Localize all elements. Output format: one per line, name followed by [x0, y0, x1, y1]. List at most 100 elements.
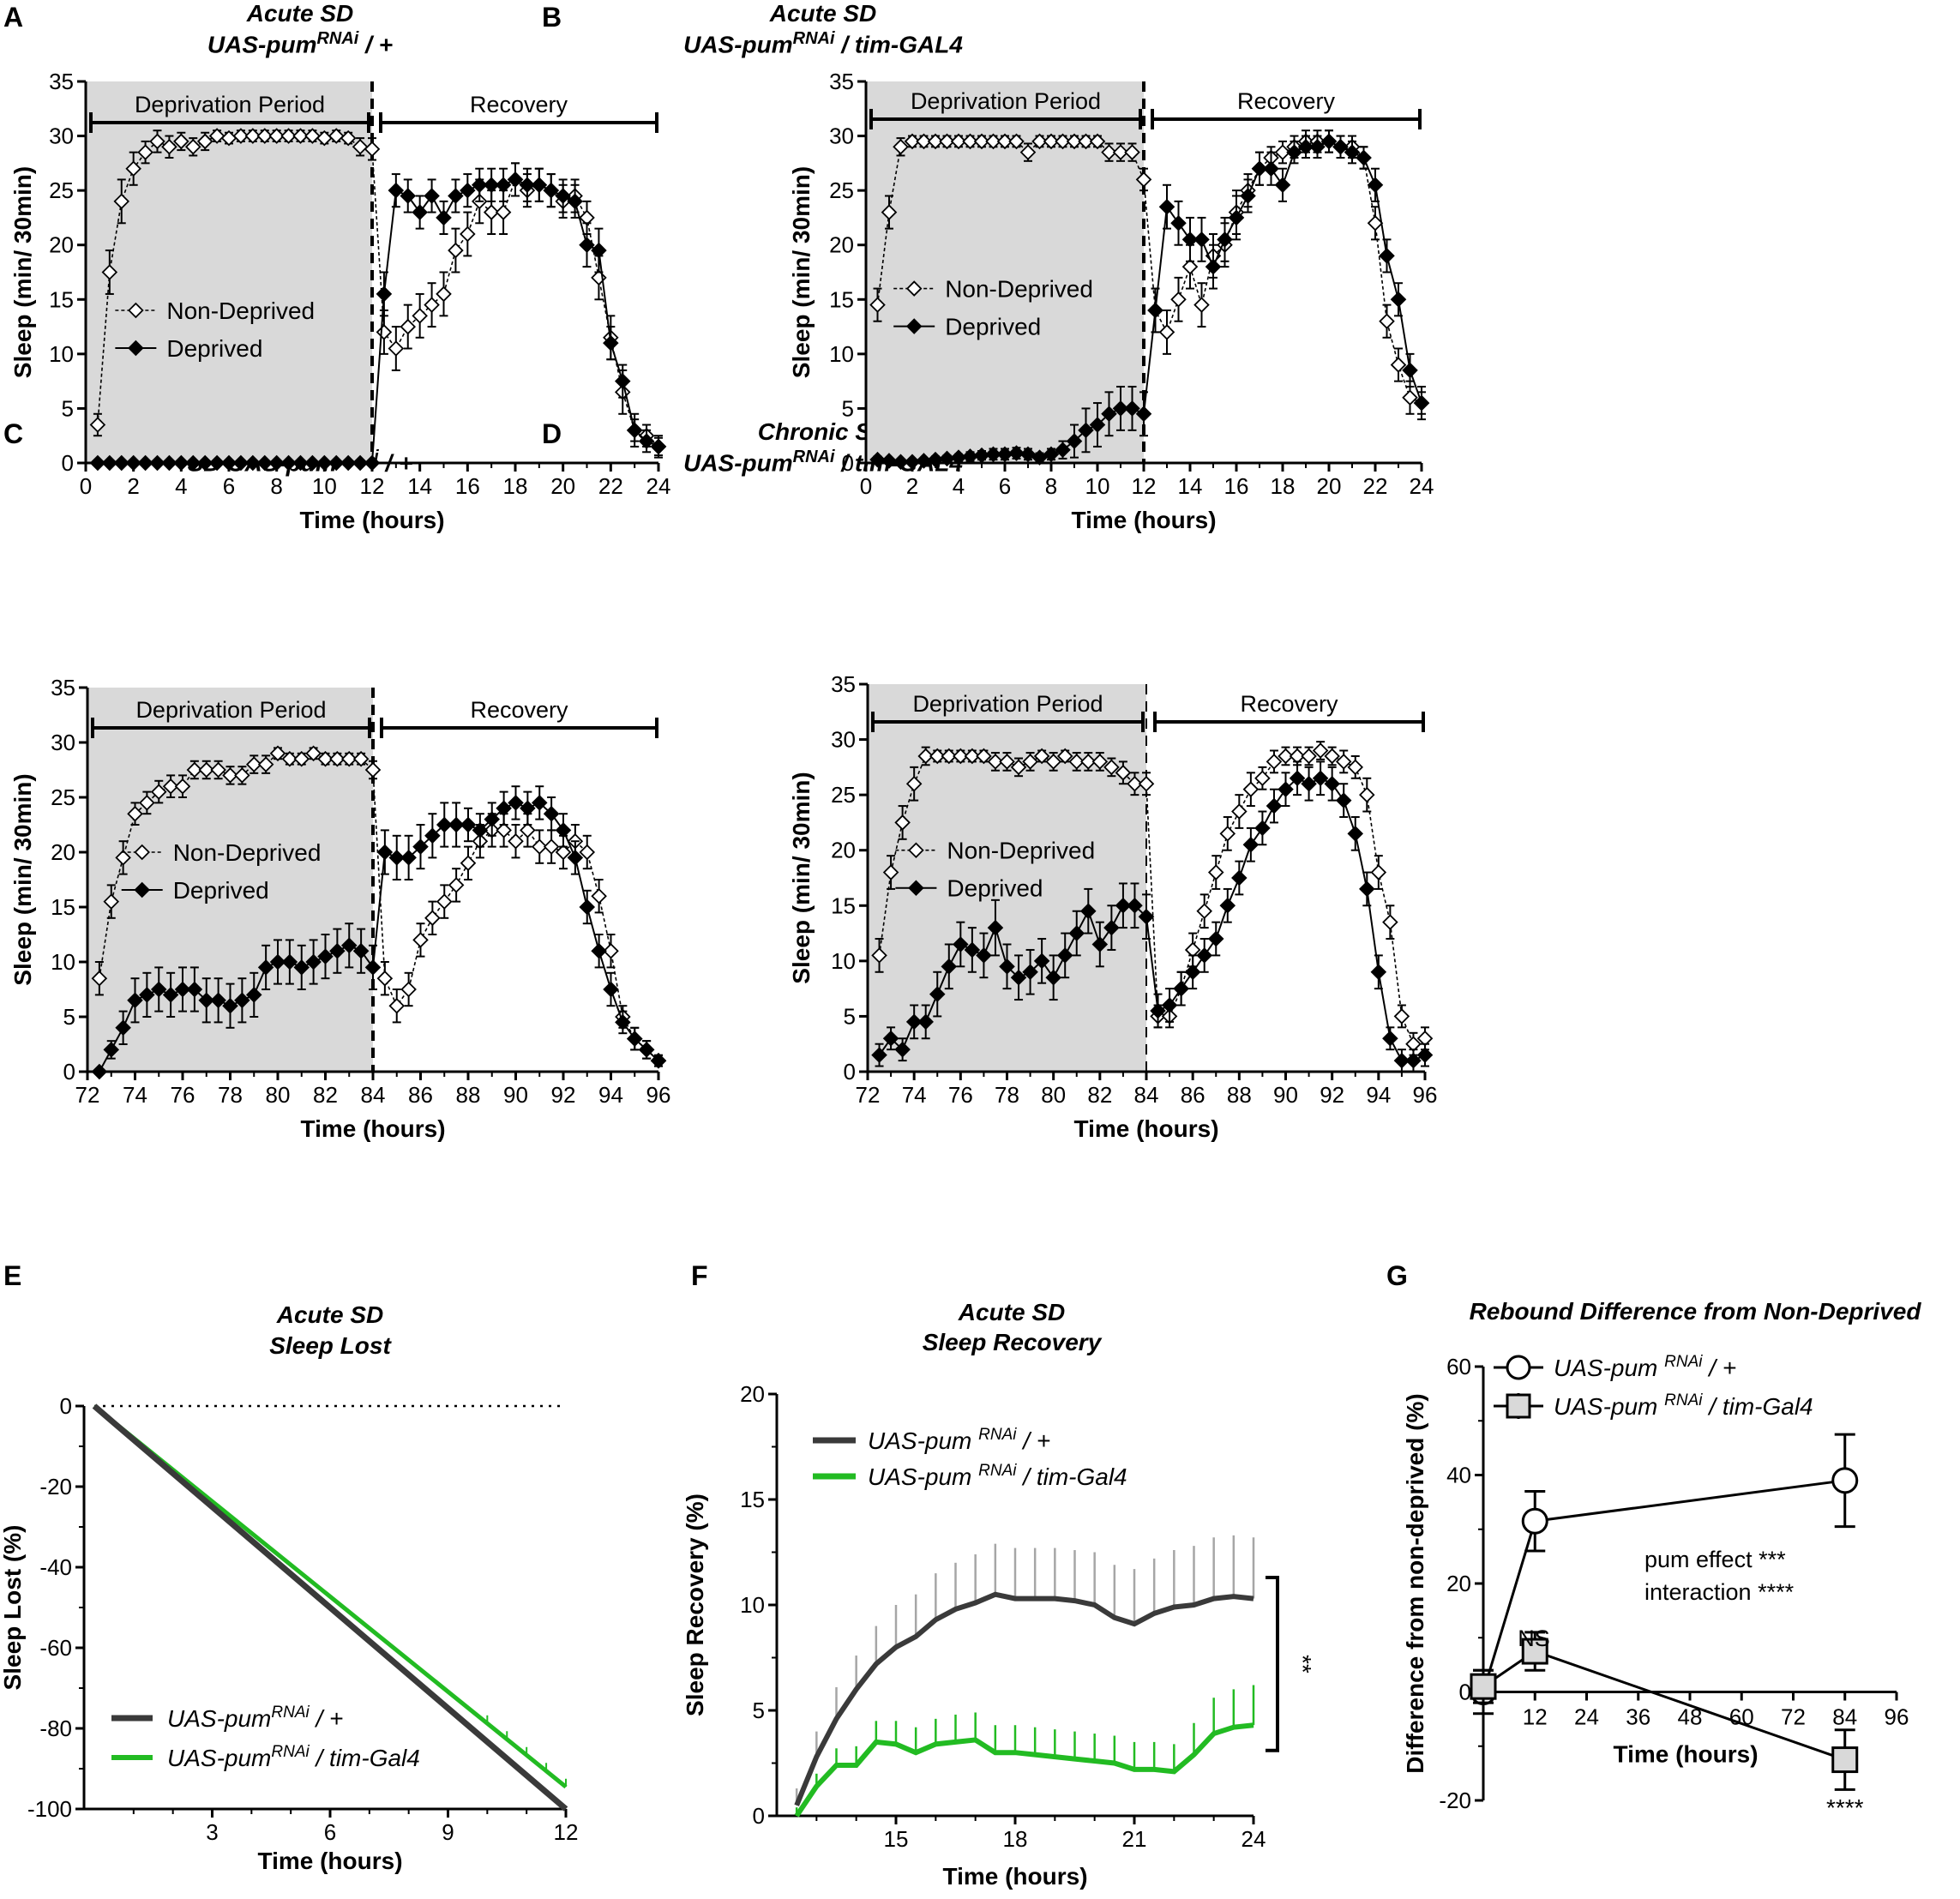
deprived-marker: [1367, 177, 1384, 194]
deprived-marker: [626, 1031, 643, 1047]
y-tick-label: -40: [39, 1554, 72, 1580]
series-pum-tim: [794, 1685, 1255, 1818]
non-deprived-marker: [1138, 775, 1155, 792]
legend-label-non-deprived: Non-Deprived: [173, 839, 322, 866]
non-deprived-marker: [869, 297, 886, 313]
y-tick-label: 0: [63, 1059, 75, 1085]
non-deprived-marker: [1231, 803, 1248, 820]
deprived-marker: [424, 827, 441, 844]
x-tick-label: 96: [646, 1082, 671, 1108]
deprived-marker: [953, 936, 969, 953]
non-deprived-marker: [210, 761, 226, 778]
non-deprived-marker: [894, 814, 911, 831]
non-deprived-marker: [376, 324, 393, 340]
recovery-label: Recovery: [1240, 691, 1338, 717]
legend: UAS-pum RNAi / + UAS-pum RNAi / tim-Gal4: [1494, 1353, 1813, 1420]
deprived-marker: [1101, 406, 1117, 423]
y-tick-label: 40: [1446, 1463, 1471, 1488]
deprived-marker: [520, 800, 536, 817]
deprived-marker: [543, 182, 560, 199]
x-tick-label: 14: [1178, 473, 1203, 499]
y-tick-label: 0: [60, 1393, 72, 1419]
non-deprived-marker: [1379, 313, 1395, 329]
non-deprived-marker: [208, 128, 225, 144]
x-tick-label: 94: [1366, 1082, 1391, 1108]
legend-label-control: UAS-pum RNAi / +: [1554, 1353, 1736, 1381]
legend-label-tim: UAS-pumRNAi / tim-Gal4: [167, 1743, 420, 1771]
deprived-marker: [269, 953, 286, 971]
deprived-marker: [614, 373, 631, 389]
y-tick-label: 10: [740, 1592, 765, 1618]
deprived-marker: [1379, 248, 1395, 264]
deprived-marker: [1080, 903, 1097, 920]
deprived-marker: [1332, 139, 1349, 155]
x-tick-label: 22: [598, 473, 623, 499]
non-deprived-marker: [1158, 324, 1175, 340]
y-tick-label: 20: [740, 1381, 765, 1407]
deprived-marker: [1324, 775, 1340, 792]
x-tick-label: 12: [360, 473, 385, 499]
deprived-marker: [543, 805, 560, 822]
deprived-marker: [1031, 449, 1048, 466]
series-pum-control: [1470, 1433, 1859, 1716]
non-deprived-marker: [1181, 258, 1199, 275]
deprived-marker: [927, 451, 944, 468]
deprived-marker: [1161, 997, 1178, 1013]
deprived-marker: [196, 454, 213, 472]
y-tick-label: -20: [39, 1474, 72, 1499]
deprived-marker: [962, 448, 978, 465]
non-deprived-marker: [1078, 133, 1094, 150]
deprived-marker: [567, 193, 583, 210]
deprived-marker: [1150, 1002, 1166, 1019]
non-deprived-marker: [1043, 133, 1060, 150]
non-deprived-marker: [1066, 133, 1083, 150]
x-tick-label: 92: [551, 1082, 576, 1108]
y-tick-label: 15: [740, 1487, 765, 1512]
circle-marker: [1521, 1507, 1548, 1535]
deprived-marker: [893, 454, 909, 471]
significance-marker: **: [1290, 1655, 1316, 1674]
y-tick-label: 5: [63, 1004, 75, 1030]
x-tick-label: 10: [1085, 473, 1110, 499]
non-deprived-marker: [364, 141, 381, 158]
legend-marker-deprived: [908, 880, 924, 896]
series-deprived: [869, 129, 1430, 471]
panel-d-title-sup: RNAi: [792, 448, 835, 466]
non-deprived-marker: [579, 844, 596, 861]
deprived-marker: [1289, 770, 1306, 787]
non-deprived-marker: [1367, 215, 1384, 231]
non-deprived-marker: [329, 750, 346, 767]
non-deprived-marker: [985, 133, 1001, 150]
non-deprived-marker: [174, 778, 191, 795]
deprived-marker: [460, 816, 477, 833]
panel-label-g: G: [1386, 1260, 1408, 1291]
non-deprived-marker: [531, 838, 548, 855]
non-deprived-marker: [950, 133, 967, 150]
deprived-marker: [508, 795, 524, 811]
deprived-marker: [352, 942, 370, 959]
deprived-marker: [316, 454, 333, 472]
deprived-marker: [1138, 908, 1155, 925]
deprived-marker: [1193, 231, 1210, 248]
non-deprived-marker: [1103, 759, 1120, 776]
panel-b-title-genotype: UAS-pum: [683, 31, 793, 58]
deprived-marker: [376, 285, 393, 303]
panel-b-title-line2: UAS-pumRNAi / tim-GAL4: [652, 29, 995, 58]
y-tick-label: 5: [62, 395, 74, 421]
panel-f-title-line1: Acute SD: [958, 1299, 1066, 1325]
deprived-marker: [1382, 1030, 1398, 1047]
x-tick-label: 88: [456, 1082, 481, 1108]
non-deprived-marker: [1091, 754, 1109, 770]
legend-marker-control: [1506, 1355, 1531, 1380]
x-tick-label: 14: [407, 473, 432, 499]
deprived-marker: [650, 438, 667, 455]
deprived-marker: [638, 433, 655, 449]
x-tick-label: 86: [408, 1082, 433, 1108]
non-deprived-marker: [460, 225, 476, 243]
x-tick-label: 82: [313, 1082, 338, 1108]
non-deprived-marker: [543, 838, 560, 855]
legend: Non-Deprived Deprived: [121, 839, 322, 904]
deprived-marker: [894, 1041, 911, 1058]
deprived-marker: [929, 986, 946, 1002]
legend-label-deprived: Deprived: [173, 877, 269, 904]
